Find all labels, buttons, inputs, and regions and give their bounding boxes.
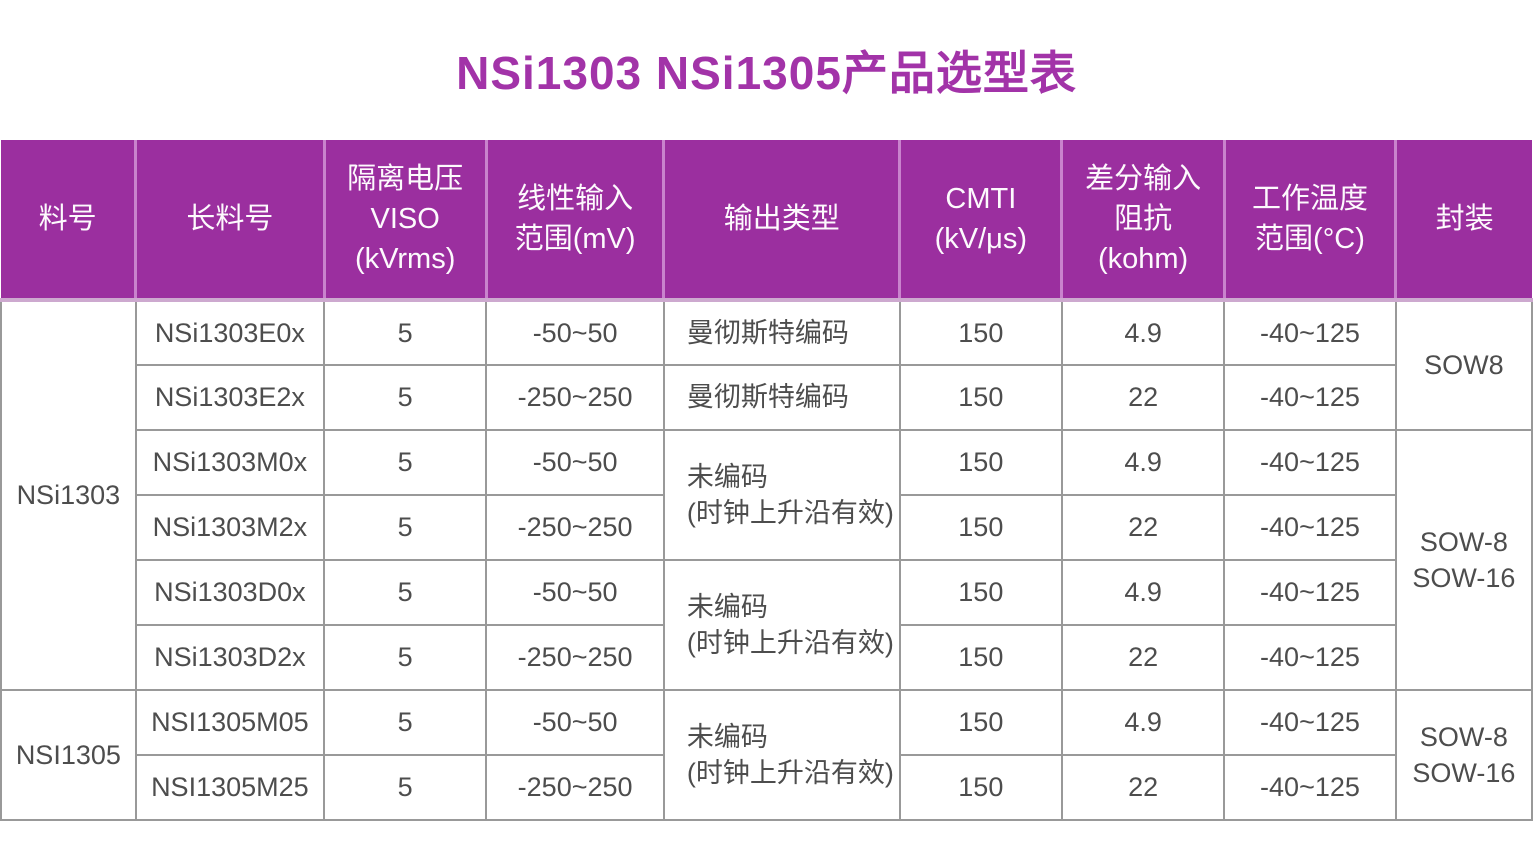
table-row: NSi1303D0x 5 -50~50 未编码 (时钟上升沿有效) 150 4.… xyxy=(1,559,1532,691)
cell-cmti: 150 xyxy=(898,689,1063,756)
cell-cmti: 150 xyxy=(898,299,1063,366)
cell-input-range: -50~50 xyxy=(485,429,665,496)
cell-viso: 5 xyxy=(323,559,488,626)
cell-impedance: 4.9 xyxy=(1060,299,1226,366)
cell-long-part: NSi1303E0x xyxy=(134,299,326,366)
cell-part-group: NSi1303 xyxy=(0,299,137,691)
cell-input-range: -50~50 xyxy=(485,689,665,756)
cell-output-type: 未编码 (时钟上升沿有效) xyxy=(662,559,901,691)
cell-long-part: NSi1303M0x xyxy=(134,429,326,496)
table-row: NSi1303M2x 5 -250~250 150 22 -40~125 xyxy=(1,494,1532,561)
cell-long-part: NSi1303D0x xyxy=(134,559,326,626)
cell-impedance: 22 xyxy=(1060,364,1226,431)
table-header: 料号 长料号 隔离电压 VISO (kVrms) 线性输入 范围(mV) 输出类… xyxy=(1,140,1532,302)
header-output-type: 输出类型 xyxy=(662,140,900,302)
header-long-part: 长料号 xyxy=(134,140,325,302)
cell-long-part: NSi1303D2x xyxy=(134,624,326,691)
cell-impedance: 22 xyxy=(1060,494,1226,561)
table-row: NSi1303D2x 5 -250~250 150 22 -40~125 xyxy=(1,624,1532,691)
cell-package: SOW-8 SOW-16 xyxy=(1394,689,1533,821)
table-row: NSI1305 NSI1305M05 5 -50~50 未编码 (时钟上升沿有效… xyxy=(0,689,1533,821)
cell-output-type: 未编码 (时钟上升沿有效) xyxy=(662,429,901,561)
cell-package: SOW-8 SOW-16 xyxy=(1394,429,1533,691)
cell-temp-range: -40~125 xyxy=(1223,754,1397,821)
cell-input-range: -50~50 xyxy=(485,299,665,366)
header-part: 料号 xyxy=(1,140,136,302)
cell-cmti: 150 xyxy=(898,754,1063,821)
cell-cmti: 150 xyxy=(898,494,1063,561)
cell-viso: 5 xyxy=(323,689,488,756)
header-cmti: CMTI (kV/μs) xyxy=(898,140,1062,302)
table-row: NSi1303 NSi1303E0x 5 -50~50 曼彻斯特编码 150 4… xyxy=(0,299,1533,691)
header-temp-range: 工作温度 范围(°C) xyxy=(1222,140,1396,302)
cell-cmti: 150 xyxy=(898,364,1063,431)
cell-impedance: 4.9 xyxy=(1060,689,1226,756)
cell-long-part: NSi1303E2x xyxy=(134,364,326,431)
table-body: NSi1303 NSi1303E0x 5 -50~50 曼彻斯特编码 150 4… xyxy=(0,299,1533,821)
table-row: NSi1303E2x 5 -250~250 曼彻斯特编码 150 22 -40~… xyxy=(1,364,1532,431)
cell-long-part: NSi1303M2x xyxy=(134,494,326,561)
header-row: 料号 长料号 隔离电压 VISO (kVrms) 线性输入 范围(mV) 输出类… xyxy=(1,140,1532,302)
cell-impedance: 4.9 xyxy=(1060,429,1226,496)
title-bar: NSi1303 NSi1305产品选型表 xyxy=(0,0,1533,140)
cell-viso: 5 xyxy=(323,299,488,366)
cell-part-group: NSI1305 xyxy=(0,689,137,821)
cell-temp-range: -40~125 xyxy=(1223,299,1397,366)
header-input-range: 线性输入 范围(mV) xyxy=(484,140,664,302)
cell-temp-range: -40~125 xyxy=(1223,494,1397,561)
product-selection-table: 料号 长料号 隔离电压 VISO (kVrms) 线性输入 范围(mV) 输出类… xyxy=(0,140,1533,821)
cell-viso: 5 xyxy=(323,494,488,561)
cell-input-range: -250~250 xyxy=(485,364,665,431)
header-package: 封装 xyxy=(1394,140,1532,302)
cell-long-part: NSI1305M25 xyxy=(134,754,326,821)
header-viso: 隔离电压 VISO (kVrms) xyxy=(322,140,487,302)
cell-impedance: 4.9 xyxy=(1060,559,1226,626)
cell-viso: 5 xyxy=(323,429,488,496)
table-row: NSI1305M25 5 -250~250 150 22 -40~125 xyxy=(1,754,1532,821)
cell-impedance: 22 xyxy=(1060,624,1226,691)
cell-impedance: 22 xyxy=(1060,754,1226,821)
cell-output-type: 曼彻斯特编码 xyxy=(662,299,901,366)
page-title: NSi1303 NSi1305产品选型表 xyxy=(456,47,1077,99)
cell-temp-range: -40~125 xyxy=(1223,364,1397,431)
cell-output-type: 曼彻斯特编码 xyxy=(662,364,901,431)
cell-viso: 5 xyxy=(323,364,488,431)
cell-temp-range: -40~125 xyxy=(1223,689,1397,756)
cell-cmti: 150 xyxy=(898,429,1063,496)
header-impedance: 差分输入 阻抗 (kohm) xyxy=(1060,140,1225,302)
table-row: NSi1303M0x 5 -50~50 未编码 (时钟上升沿有效) 150 4.… xyxy=(1,429,1533,691)
cell-input-range: -50~50 xyxy=(485,559,665,626)
cell-temp-range: -40~125 xyxy=(1223,624,1397,691)
cell-cmti: 150 xyxy=(898,559,1063,626)
cell-output-type: 未编码 (时钟上升沿有效) xyxy=(662,689,901,821)
cell-viso: 5 xyxy=(323,754,488,821)
cell-viso: 5 xyxy=(323,624,488,691)
cell-cmti: 150 xyxy=(898,624,1063,691)
cell-input-range: -250~250 xyxy=(485,754,665,821)
cell-temp-range: -40~125 xyxy=(1223,559,1397,626)
cell-temp-range: -40~125 xyxy=(1223,429,1397,496)
cell-input-range: -250~250 xyxy=(485,494,665,561)
cell-long-part: NSI1305M05 xyxy=(134,689,326,756)
cell-package: SOW8 xyxy=(1394,299,1533,431)
cell-input-range: -250~250 xyxy=(485,624,665,691)
